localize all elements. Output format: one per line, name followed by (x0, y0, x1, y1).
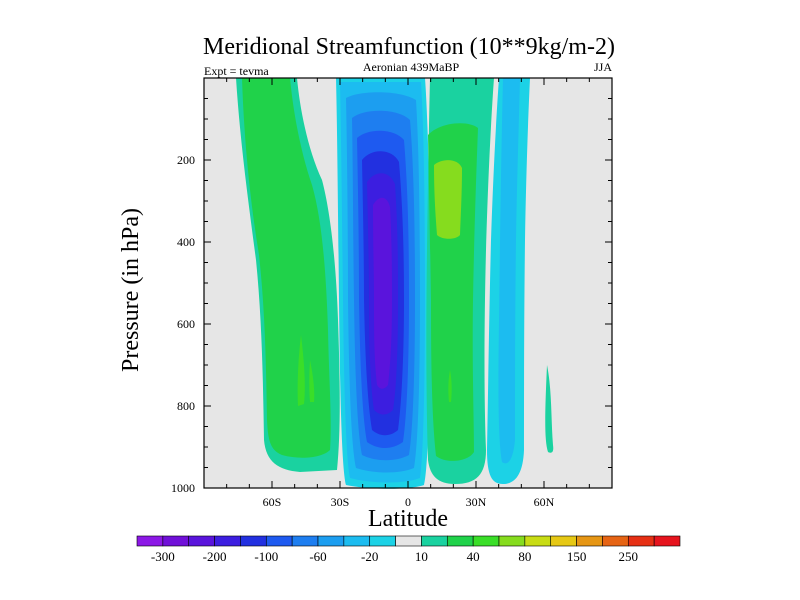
colorbar-swatch (188, 535, 215, 547)
y-tick-label: 400 (177, 235, 195, 249)
contour-region-northern-negative-core (498, 78, 520, 464)
contour-region-tropical-negative-core-tip (377, 330, 383, 370)
colorbar-swatch (421, 535, 448, 547)
left-subtitle: Expt = tevma (204, 64, 269, 78)
center-subtitle: Aeronian 439MaBP (363, 60, 460, 74)
axes-layer: 60S 30S 0 30N 60N 200 400 600 800 1000 (171, 77, 613, 509)
y-axis-label: Pressure (in hPa) (118, 208, 144, 372)
colorbar: -300 -200 -100 -60 -20 10 40 80 150 250 (136, 535, 681, 564)
colorbar-label: -20 (361, 549, 378, 564)
contour-region-polar-positive-sliver (545, 365, 554, 453)
colorbar-swatch (653, 535, 681, 547)
chart-title: Meridional Streamfunction (10**9kg/m-2) (203, 34, 615, 60)
colorbar-label: -300 (151, 549, 175, 564)
colorbar-swatch (240, 535, 267, 547)
contour-fill-layer (236, 78, 554, 489)
colorbar-label: 250 (619, 549, 639, 564)
x-tick-label: 30N (466, 495, 487, 509)
x-tick-label: 0 (405, 495, 411, 509)
colorbar-swatch (343, 535, 371, 547)
colorbar-swatch (524, 535, 552, 547)
contour-region-northern-positive-core (434, 160, 462, 239)
colorbar-swatch (162, 535, 190, 547)
colorbar-label: 10 (415, 549, 428, 564)
colorbar-swatch (265, 535, 293, 547)
x-axis-label: Latitude (368, 506, 448, 532)
colorbar-swatch (602, 535, 629, 547)
colorbar-label: 150 (567, 549, 587, 564)
colorbar-label: 40 (467, 549, 480, 564)
colorbar-swatch (395, 535, 422, 547)
colorbar-swatch (136, 535, 164, 547)
colorbar-swatch (472, 535, 500, 547)
y-tick-label: 800 (177, 399, 195, 413)
x-tick-label: 60S (263, 495, 282, 509)
colorbar-label: -200 (203, 549, 227, 564)
contour-gap-upper-left (322, 78, 336, 104)
colorbar-swatch (317, 535, 345, 547)
contour-region-tropical-negative-core (373, 197, 392, 389)
y-tick-label: 600 (177, 317, 195, 331)
y-tick-label: 200 (177, 153, 195, 167)
contour-region-southern-positive-core-a (297, 335, 305, 406)
y-tick-label: 1000 (171, 481, 195, 495)
colorbar-swatch (576, 535, 603, 547)
colorbar-swatch (291, 535, 319, 547)
contour-region-southern-positive-core-b (309, 360, 315, 402)
colorbar-swatch (550, 535, 577, 547)
colorbar-label: -60 (309, 549, 326, 564)
colorbar-swatch (214, 535, 241, 547)
colorbar-swatch (446, 535, 474, 547)
colorbar-label: 80 (518, 549, 531, 564)
contour-region-southern-positive-cell (242, 78, 331, 458)
contour-region-northern-positive-sliver (448, 370, 452, 402)
colorbar-swatch (498, 535, 526, 547)
right-subtitle: JJA (594, 60, 612, 74)
colorbar-label: -100 (254, 549, 278, 564)
colorbar-swatch (369, 535, 396, 547)
colorbar-swatch (627, 535, 655, 547)
x-tick-label: 60N (534, 495, 555, 509)
x-tick-label: 30S (331, 495, 350, 509)
